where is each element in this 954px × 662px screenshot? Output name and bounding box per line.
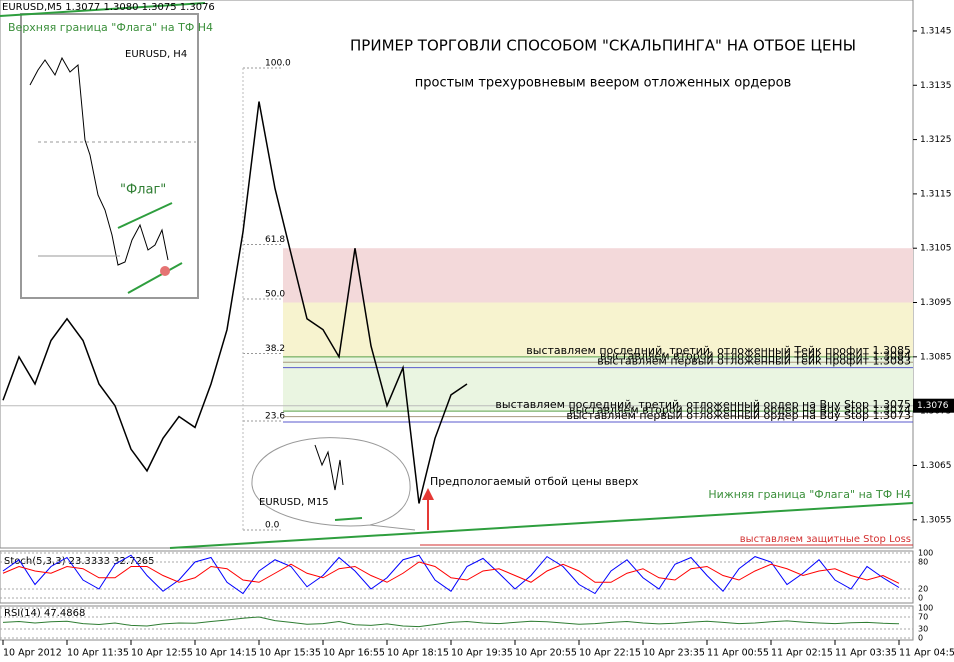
flag-upper (117, 202, 173, 229)
fib-label: 100.0 (265, 59, 291, 69)
fib-label: 50.0 (265, 290, 285, 300)
zone (283, 248, 913, 303)
y-tick-label: 1.3095 (920, 298, 952, 308)
stoch-title: Stoch(5,3,3) 23.3333 32.7265 (4, 556, 155, 567)
title: ПРИМЕР ТОРГОВЛИ СПОСОБОМ "СКАЛЬПИНГА" НА… (350, 37, 856, 55)
x-tick-label: 11 Apr 02:15 (771, 648, 833, 659)
y-tick-label: 100 (918, 604, 933, 613)
flag-lower (334, 517, 363, 521)
flag-upper-boundary (0, 2, 206, 17)
flag-lower-boundary (169, 502, 914, 549)
x-tick-label: 10 Apr 23:35 (643, 648, 705, 659)
inset-label: EURUSD, H4 (125, 49, 187, 60)
bounce-label: Предпологаемый отбой цены вверх (430, 475, 639, 488)
price-line (2, 101, 468, 504)
inset-price (314, 444, 344, 491)
y-tick-label: 100 (918, 549, 933, 558)
y-tick-label: 1.3115 (920, 189, 952, 199)
flag-lower (127, 262, 183, 294)
y-tick-label: 20 (918, 585, 928, 594)
y-tick-label: 1.3145 (920, 26, 952, 36)
order-label: выставляем последний, третий, отложенный… (495, 398, 911, 411)
x-tick-label: 10 Apr 15:35 (259, 648, 321, 659)
inset-price (29, 56, 169, 266)
stoch-panel (0, 550, 914, 604)
y-tick-label: 70 (918, 613, 928, 622)
stop-label: выставляем защитные Stop Loss (740, 534, 911, 545)
y-tick-label: 1.3125 (920, 135, 952, 145)
y-tick-label: 1.3065 (920, 461, 952, 471)
x-tick-label: 10 Apr 16:55 (323, 648, 385, 659)
x-tick-label: 11 Apr 03:35 (835, 648, 897, 659)
x-tick-label: 10 Apr 18:15 (387, 648, 449, 659)
upper-label: Верхняя граница "Флага" на ТФ H4 (8, 21, 213, 34)
y-tick-label: 30 (918, 625, 928, 634)
x-tick-label: 10 Apr 22:15 (579, 648, 641, 659)
zone (283, 302, 913, 357)
fib-label: 61.8 (265, 235, 285, 245)
y-tick-label: 1.3135 (920, 81, 952, 91)
order-label: выставляем первый отложенный Тейк профит… (597, 355, 911, 368)
x-tick-label: 11 Apr 04:55 (899, 648, 954, 659)
x-tick-label: 10 Apr 19:35 (451, 648, 513, 659)
x-tick-label: 10 Apr 12:55 (131, 648, 193, 659)
indicator-line (2, 616, 900, 628)
flag-label: "Флаг" (120, 183, 166, 198)
fib-label: 23.6 (265, 411, 285, 421)
x-tick-label: 10 Apr 11:35 (67, 648, 129, 659)
x-tick-label: 10 Apr 2012 (3, 648, 62, 659)
inset-label: EURUSD, M15 (259, 497, 329, 508)
order-label: выставляем второй отложенный ордер на Bu… (569, 404, 911, 417)
y-tick-label: 1.3085 (920, 352, 952, 362)
fib-label: 38.2 (265, 344, 285, 354)
indicator-line (2, 554, 900, 595)
flag-point (160, 266, 170, 276)
x-tick-label: 11 Apr 00:55 (707, 648, 769, 659)
price-tag (913, 398, 954, 413)
y-tick-label: 1.3055 (920, 515, 952, 525)
order-label: выставляем последний, третий, отложенный… (526, 344, 911, 357)
price-tag-label: 1.3076 (917, 401, 949, 411)
y-tick-label: 0 (918, 634, 923, 643)
lower-label: Нижняя граница "Флага" на ТФ H4 (708, 488, 911, 501)
fib-label: 0.0 (265, 521, 280, 531)
x-tick-label: 10 Apr 14:15 (195, 648, 257, 659)
rsi-panel (0, 605, 914, 641)
rsi-title: RSI(14) 47.4868 (4, 608, 85, 619)
arrow-head (422, 488, 434, 500)
y-tick-label: 0 (918, 594, 923, 603)
y-tick-label: 1.3105 (920, 244, 952, 254)
x-tick-label: 10 Apr 20:55 (515, 648, 577, 659)
subtitle: простым трехуровневым веером отложенных … (415, 76, 792, 91)
indicator-line (2, 561, 900, 584)
inset-h4 (20, 13, 199, 299)
chart-header: EURUSD,M5 1.3077 1.3080 1.3075 1.3076 (2, 2, 215, 13)
order-label: выставляем второй отложенный Тейк профит… (600, 349, 911, 362)
order-label: выставляем первый отложенный ордер на Bu… (566, 409, 911, 422)
y-tick-label: 80 (918, 558, 928, 567)
